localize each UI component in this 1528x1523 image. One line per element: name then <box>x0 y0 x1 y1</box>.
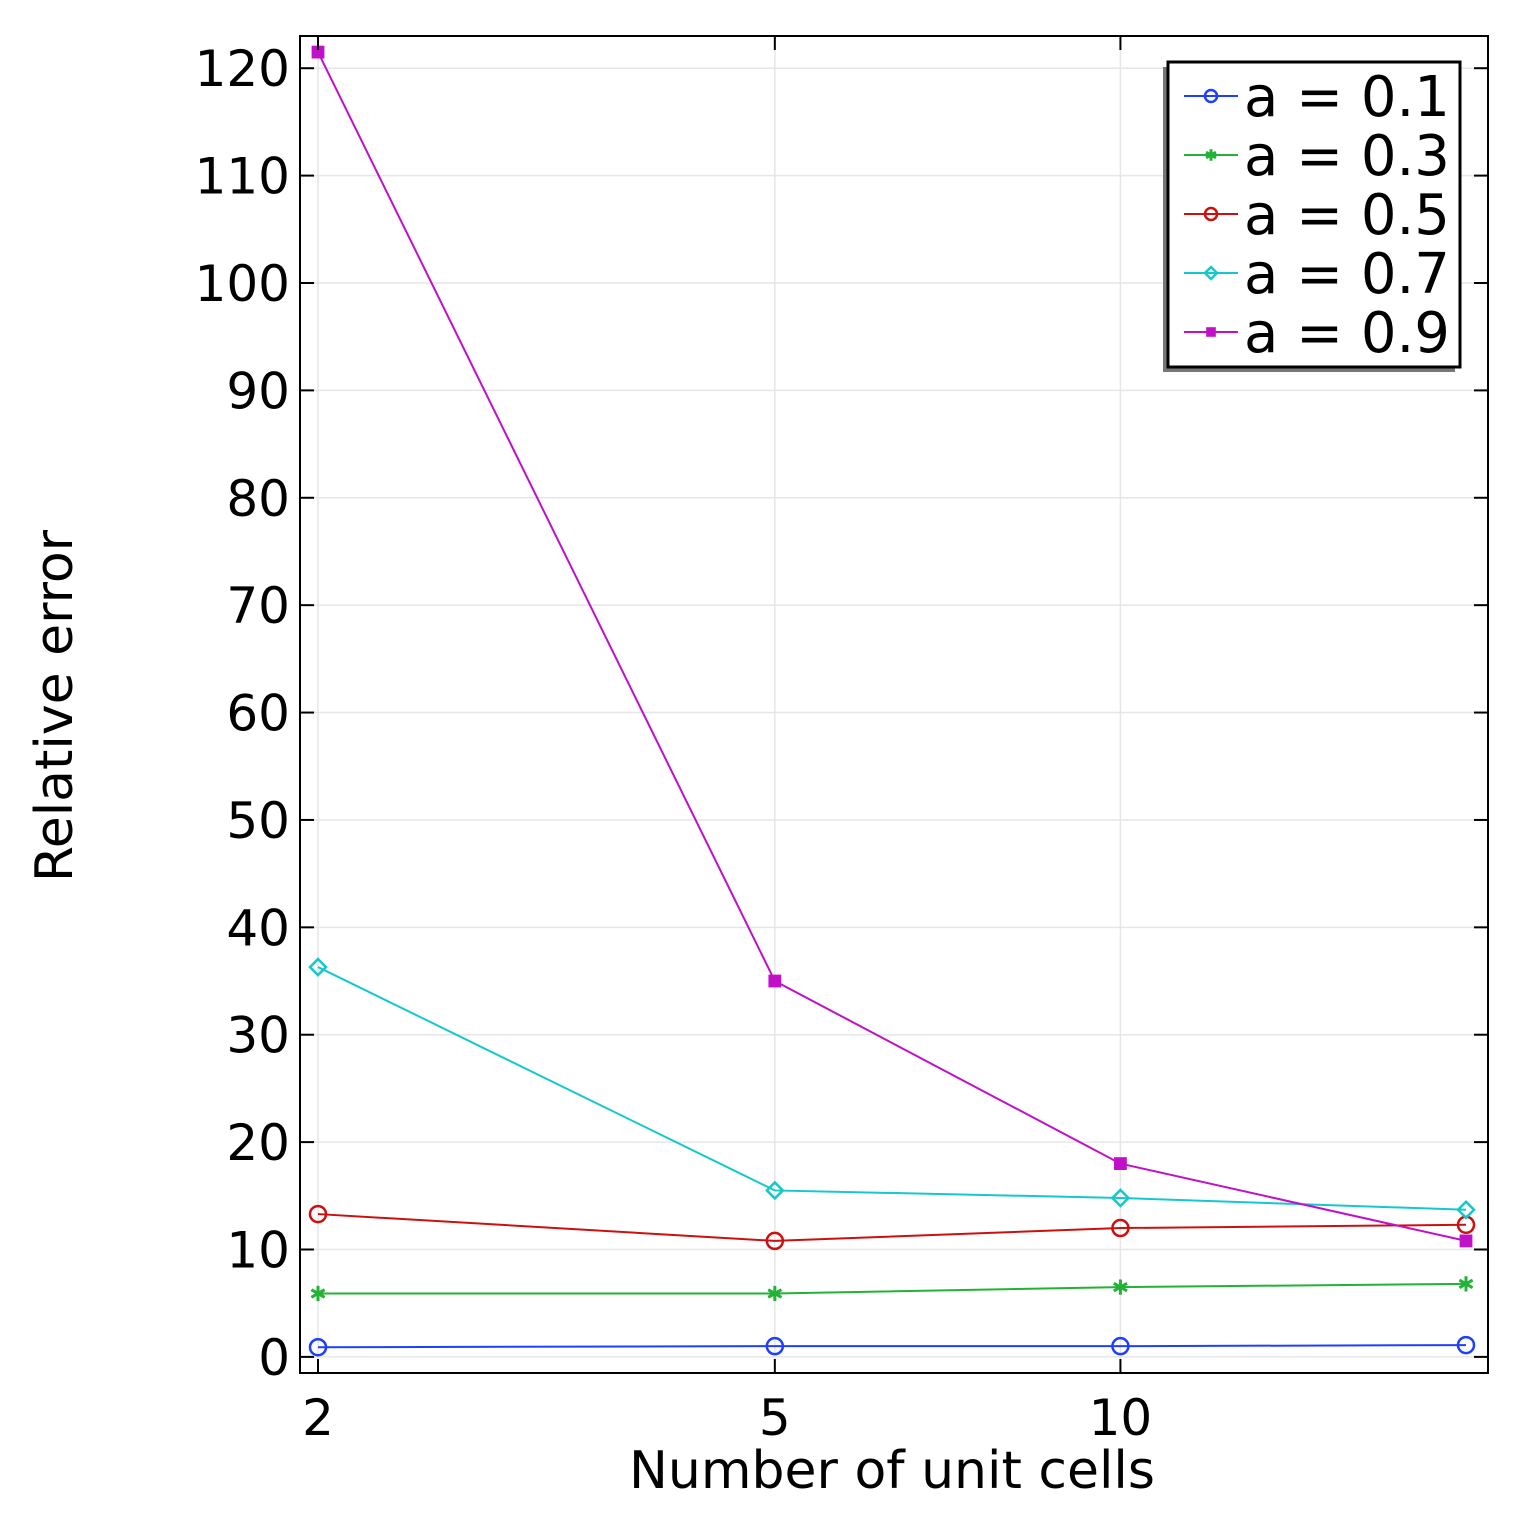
y-tick-label: 20 <box>226 1114 290 1172</box>
circle-marker <box>1111 1336 1130 1356</box>
x-axis-title: Number of unit cells <box>629 1441 1155 1501</box>
square-marker <box>768 974 782 988</box>
y-tick-label: 120 <box>195 40 290 98</box>
legend-label: a = 0.1 <box>1244 65 1450 130</box>
legend-entry: a = 0.1 <box>1184 65 1450 130</box>
plot-area-frame <box>299 35 1489 1374</box>
series-line <box>318 1282 1467 1295</box>
legend-entry: a = 0.5 <box>1184 183 1450 248</box>
diamond-marker <box>1203 265 1219 281</box>
square-marker <box>1206 327 1216 337</box>
y-tick-label: 80 <box>226 470 290 528</box>
series-line <box>317 51 1467 1242</box>
y-tick-label: 40 <box>226 899 290 957</box>
asterisk-marker <box>1205 149 1217 161</box>
legend-entry: a = 0.7 <box>1184 242 1450 307</box>
circle-marker <box>308 1204 328 1224</box>
series-markers <box>308 45 1476 1357</box>
legend-label: a = 0.5 <box>1244 183 1450 248</box>
x-tick-label: 10 <box>1089 1389 1153 1447</box>
series-line <box>317 966 1467 1211</box>
y-tick-label: 30 <box>226 1007 290 1065</box>
diamond-marker <box>765 1180 785 1201</box>
y-tick-label: 90 <box>226 362 290 420</box>
square-marker <box>1459 1234 1473 1248</box>
legend: a = 0.1a = 0.3a = 0.5a = 0.7a = 0.9 <box>1163 60 1462 372</box>
diamond-marker <box>1456 1200 1476 1220</box>
y-axis-title: Relative error <box>25 529 85 882</box>
circle-marker <box>1456 1335 1476 1355</box>
y-tick-label: 50 <box>226 792 290 850</box>
axis-ticks <box>300 36 1488 1373</box>
x-tick-label: 5 <box>759 1389 791 1447</box>
legend-entry: a = 0.3 <box>1184 124 1450 189</box>
asterisk-marker <box>310 1285 326 1302</box>
square-marker <box>311 45 325 59</box>
y-tick-label: 100 <box>195 255 290 313</box>
series-lines <box>317 51 1467 1349</box>
circle-marker <box>765 1336 785 1356</box>
y-tick-label: 0 <box>258 1329 290 1387</box>
circle-marker <box>1111 1218 1130 1238</box>
y-tick-label: 10 <box>226 1222 290 1280</box>
legend-label: a = 0.7 <box>1244 242 1450 307</box>
legend-entries: a = 0.1a = 0.3a = 0.5a = 0.7a = 0.9 <box>1184 65 1450 366</box>
x-tick-label: 2 <box>302 1389 334 1447</box>
series-line <box>317 1213 1467 1242</box>
diamond-marker <box>308 957 328 977</box>
asterisk-marker <box>1458 1276 1474 1292</box>
diamond-marker <box>1110 1188 1131 1208</box>
asterisk-marker <box>1113 1279 1128 1295</box>
legend-label: a = 0.9 <box>1244 301 1450 366</box>
circle-marker <box>308 1337 328 1357</box>
circle-marker <box>1203 206 1219 222</box>
y-tick-label: 70 <box>226 577 290 635</box>
asterisk-marker <box>767 1285 783 1302</box>
square-marker <box>1114 1157 1127 1170</box>
circle-marker <box>1203 88 1219 104</box>
y-axis-tick-labels: 0 10 20 30 40 50 60 70 80 90 100 110 120 <box>195 40 290 1387</box>
y-tick-label: 110 <box>195 148 290 206</box>
circle-marker <box>765 1231 785 1251</box>
x-axis-tick-labels: 2 5 10 <box>302 1389 1152 1447</box>
legend-label: a = 0.3 <box>1244 124 1450 189</box>
y-tick-label: 60 <box>226 685 290 743</box>
legend-entry: a = 0.9 <box>1184 301 1450 366</box>
series-line <box>317 1344 1467 1349</box>
